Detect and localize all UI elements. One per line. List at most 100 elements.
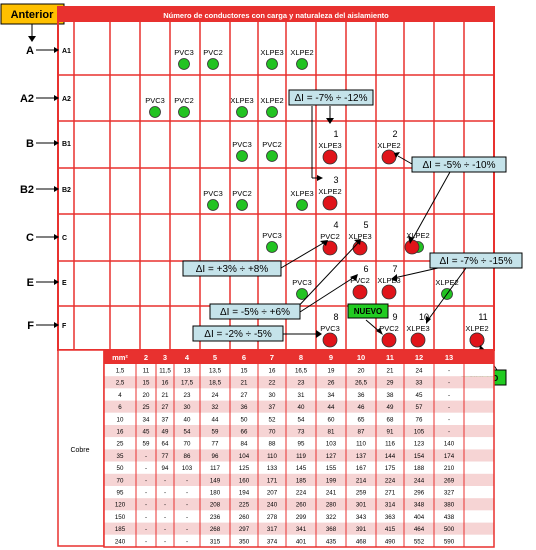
marker-pvc2: 6 PVC2	[350, 264, 370, 300]
table-cell: 208	[210, 502, 221, 509]
callout-text: ΔI = -5% ÷ -10%	[422, 160, 495, 171]
table-cell: 49	[387, 404, 394, 411]
table-cell: 214	[356, 477, 367, 484]
anterior-button[interactable]: Anterior	[0, 3, 65, 25]
table-cell: 44	[212, 416, 219, 423]
table-header-cell: 3	[163, 353, 167, 362]
table-cell: 54	[298, 416, 305, 423]
table-cell: 103	[182, 465, 193, 472]
table-cell: 317	[267, 526, 278, 533]
green-dot	[178, 58, 190, 70]
table-cell: 133	[267, 465, 278, 472]
table-cell: 224	[296, 490, 307, 497]
table-cell: 19	[328, 368, 335, 375]
table-cell: -	[164, 477, 166, 484]
table-cell: -	[186, 538, 188, 545]
table-cell: 225	[239, 502, 250, 509]
table-cell: 16	[162, 380, 169, 387]
table-cell: 24	[416, 368, 423, 375]
table-cell: 94	[162, 465, 169, 472]
table-cell: 11	[143, 368, 150, 375]
table-cell: 34	[328, 392, 335, 399]
table-cell: 70	[184, 441, 191, 448]
red-dot	[322, 332, 338, 348]
table-cell: 50	[241, 416, 248, 423]
green-dot	[236, 150, 248, 162]
row-outer-label: F	[27, 320, 34, 332]
table-row	[104, 522, 494, 535]
table-row	[104, 412, 494, 425]
table-cell: 314	[385, 502, 396, 509]
table-cell: 468	[356, 538, 367, 545]
table-cell: 117	[210, 465, 220, 472]
table-cell: 18,5	[209, 380, 222, 387]
table-cell: -	[448, 404, 450, 411]
table-cell: -	[164, 526, 166, 533]
table-cell: 341	[296, 526, 307, 533]
marker-number: 10	[419, 312, 429, 322]
marker-number: 9	[392, 312, 397, 322]
row-outer-label: B2	[20, 184, 34, 196]
row-outer-label: E	[27, 277, 34, 289]
table-cell: 401	[296, 538, 307, 545]
table-cell: 175	[385, 465, 396, 472]
table-cell: -	[186, 477, 188, 484]
table-cell: 167	[356, 465, 367, 472]
green-dot	[149, 106, 161, 118]
table-cell: 23	[184, 392, 191, 399]
nuevo-label: NUEVO	[354, 307, 382, 316]
table-cell: -	[186, 502, 188, 509]
marker-xlpe3: 7 XLPE3	[377, 264, 401, 300]
marker-label: PVC2	[174, 96, 194, 105]
table-cell: 54	[184, 429, 191, 436]
marker-xlpe3: XLPE3	[230, 96, 254, 118]
marker-xlpe3: 1 XLPE3	[318, 129, 342, 165]
table-cell: 185	[296, 477, 307, 484]
nuevo-badge-9: NUEVO	[347, 303, 389, 319]
table-cell: 38	[387, 392, 394, 399]
table-cell: 88	[269, 441, 276, 448]
table-cell: -	[145, 465, 147, 472]
delta-callout: ΔI = -5% ÷ +6%	[209, 303, 301, 320]
table-cell: 343	[356, 514, 367, 521]
marker-label: XLPE3	[406, 324, 429, 333]
table-cell: 16	[269, 368, 276, 375]
callout-text: ΔI = -5% ÷ +6%	[220, 307, 290, 318]
table-cell: 1,5	[116, 368, 125, 375]
table-cell: 11,5	[159, 368, 171, 375]
table-cell: 110	[267, 453, 277, 460]
marker-number: 2	[392, 129, 397, 139]
table-cell: -	[448, 416, 450, 423]
table-cell: -	[448, 392, 450, 399]
table-cell: 438	[444, 514, 455, 521]
table-cell: 76	[416, 416, 423, 423]
arrowheads	[316, 118, 485, 351]
table-row	[104, 400, 494, 413]
table-header-cell: mm²	[112, 353, 128, 362]
table-cell: 105	[414, 429, 425, 436]
green-dot	[296, 58, 308, 70]
marker-label: PVC3	[145, 96, 165, 105]
table-cell: 155	[326, 465, 337, 472]
table-cell: 60	[328, 416, 335, 423]
marker-label: XLPE3	[230, 96, 253, 105]
table-cell: 59	[212, 429, 219, 436]
table-row	[104, 437, 494, 450]
green-dot	[266, 58, 278, 70]
table-cell: 241	[326, 490, 337, 497]
table-cell: 66	[241, 429, 248, 436]
table-header-cell: 7	[270, 353, 274, 362]
marker-pvc2: PVC2	[262, 140, 282, 162]
callouts: ΔI = -7% ÷ -12% ΔI = -5% ÷ -10% ΔI = +3% ÷…	[182, 89, 523, 342]
table-cell: 299	[296, 514, 307, 521]
table-cell: 21	[387, 368, 394, 375]
table-cell: 464	[414, 526, 425, 533]
marker-number: 3	[333, 175, 338, 185]
table-cell: 25	[117, 441, 124, 448]
marker-label: PVC2	[203, 48, 223, 57]
marker-label: PVC2	[262, 140, 282, 149]
table-cell: 73	[298, 429, 305, 436]
table-cell: 327	[444, 490, 455, 497]
